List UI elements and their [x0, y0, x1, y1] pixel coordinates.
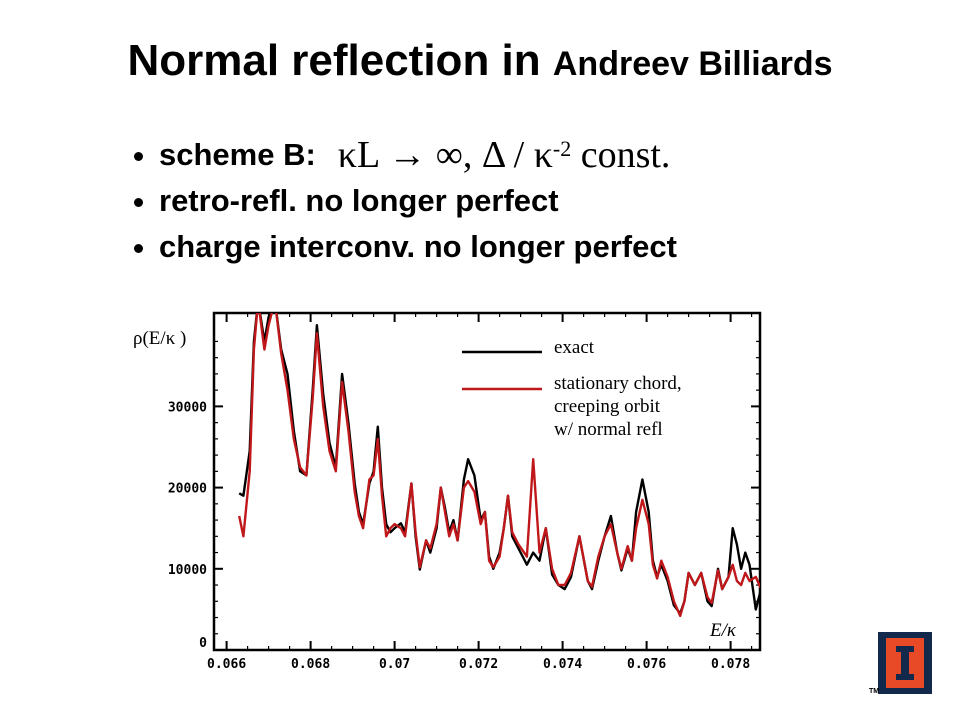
y-tick-label: 20000 [168, 482, 207, 497]
x-tick-label: 0.07 [379, 657, 410, 672]
bullet-list: scheme B: κL → ∞, Δ / κ-2 const. retro-r… [134, 132, 677, 270]
math-expression: κL → ∞, Δ / κ [337, 134, 553, 176]
bullet-text: scheme B: [159, 137, 316, 172]
plot-frame [212, 311, 762, 652]
math-superscript: -2 [552, 136, 572, 161]
math-tail: const. [571, 134, 671, 176]
x-tick-label: 0.066 [207, 657, 246, 672]
university-logo [878, 632, 932, 694]
x-tick-label: 0.074 [543, 657, 582, 672]
legend-label-exact: exact [554, 337, 595, 358]
series-normal-refl-line [238, 313, 760, 618]
title-sub: Andreev Billiards [552, 45, 833, 83]
bullet-item: scheme B: κL → ∞, Δ / κ-2 const. [134, 132, 677, 178]
x-tick-label: 0.078 [711, 657, 750, 672]
y-tick-label: 10000 [168, 563, 207, 578]
bullet-dot-icon [134, 197, 143, 207]
y-tick-label: 0 [199, 636, 207, 651]
x-tick-label: 0.068 [291, 657, 330, 672]
legend-label-normal-refl: stationary chord, creeping orbit w/ normal… [554, 373, 682, 440]
slide-title: Normal reflection in Andreev Billiards [0, 36, 960, 86]
x-tick-label: 0.072 [459, 657, 498, 672]
y-axis-label: ρ(E/κ ) [133, 328, 186, 349]
bullet-text: charge interconv. no longer perfect [159, 229, 677, 264]
bullet-dot-icon [134, 151, 143, 161]
title-main: Normal reflection in [127, 36, 553, 85]
bullet-item: charge interconv. no longer perfect [134, 224, 677, 270]
bullet-dot-icon [134, 243, 143, 253]
bullet-math: κL → ∞, Δ / κ-2 const. [338, 132, 671, 178]
logo-shield-icon [886, 638, 924, 688]
logo-trademark: TM [869, 688, 880, 695]
bullet-item: retro-refl. no longer perfect [134, 178, 677, 224]
y-tick-label: 30000 [168, 400, 207, 415]
x-tick-label: 0.076 [627, 657, 666, 672]
bullet-text: retro-refl. no longer perfect [159, 183, 559, 218]
x-axis-label: E/κ [709, 620, 737, 641]
